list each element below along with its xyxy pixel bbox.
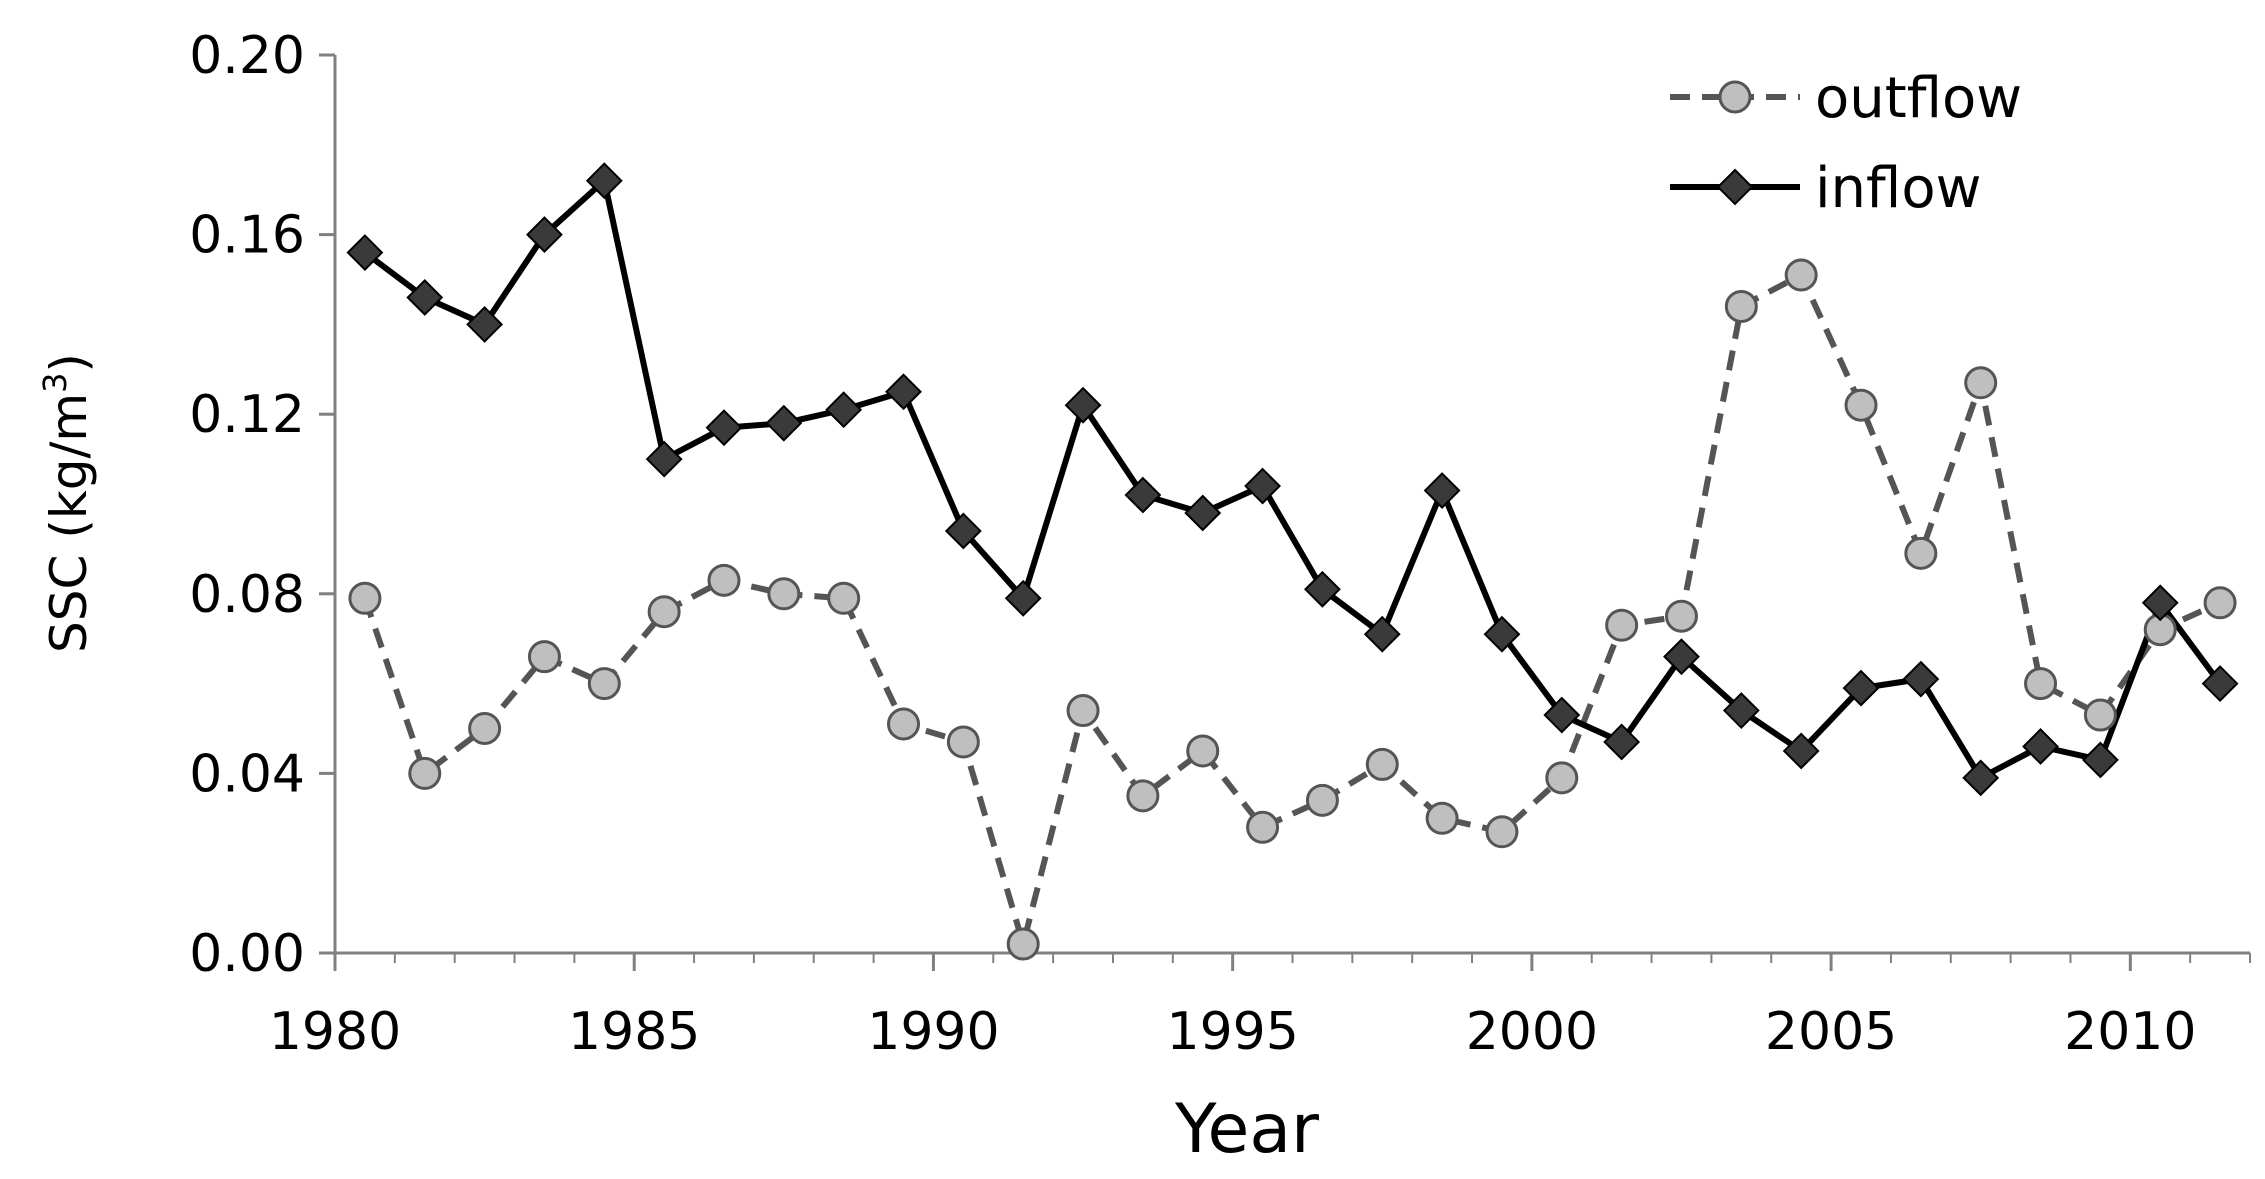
point-outflow	[707, 563, 741, 597]
x-tick-label: 2000	[1466, 1002, 1598, 1062]
point-inflow	[705, 409, 743, 447]
y-axis-title-superscript: 3	[36, 373, 74, 393]
point-inflow	[466, 305, 504, 343]
y-tick-label: 0.12	[189, 385, 305, 445]
point-inflow	[526, 216, 563, 254]
series-lines	[362, 177, 2223, 947]
legend-inflow-label: inflow	[1815, 156, 1981, 221]
point-outflow	[1664, 599, 1698, 633]
point-outflow	[587, 667, 621, 701]
point-outflow	[647, 595, 681, 629]
y-axis-title-close: )	[40, 353, 98, 373]
y-tick-label: 0.20	[189, 26, 305, 86]
point-inflow	[1663, 638, 1700, 676]
point-inflow	[2022, 728, 2059, 765]
legend-outflow-label: outflow	[1815, 66, 2022, 131]
point-outflow	[1006, 927, 1040, 961]
point-outflow	[527, 640, 561, 674]
legend-inflow-marker	[1716, 168, 1754, 206]
point-inflow	[1722, 692, 1760, 729]
point-inflow	[765, 404, 803, 442]
point-inflow	[1483, 615, 1521, 653]
point-inflow	[1363, 615, 1401, 653]
point-inflow	[885, 373, 922, 411]
point-inflow	[1543, 696, 1581, 734]
point-outflow	[2083, 698, 2117, 732]
point-outflow	[1126, 779, 1160, 813]
x-ticks: 1980 1985 1990 1995 2000 2005 2010	[269, 953, 2251, 1062]
point-outflow	[1904, 536, 1938, 570]
point-inflow	[346, 234, 384, 271]
point-outflow	[1485, 815, 1519, 849]
point-inflow	[944, 512, 982, 550]
point-outflow	[1724, 289, 1758, 323]
point-inflow	[2141, 584, 2179, 622]
point-inflow	[406, 279, 444, 316]
point-outflow	[887, 707, 921, 741]
point-inflow	[1184, 494, 1222, 532]
x-tick-label: 1980	[269, 1002, 401, 1062]
point-outflow	[1605, 608, 1639, 642]
point-outflow	[827, 581, 861, 615]
point-inflow	[1304, 570, 1341, 608]
point-outflow	[1186, 734, 1220, 768]
point-inflow	[645, 440, 683, 478]
point-inflow	[1244, 467, 1281, 505]
point-outflow	[1844, 388, 1878, 422]
point-inflow	[1842, 669, 1880, 707]
point-outflow	[1066, 694, 1100, 728]
legend-item-inflow: inflow	[1670, 156, 1981, 221]
point-outflow	[1784, 258, 1818, 292]
point-inflow	[1004, 579, 1042, 617]
series-line-inflow	[363, 177, 2223, 781]
x-tick-label: 1990	[867, 1002, 999, 1062]
y-axis-title: SSC (kg/m3)	[36, 353, 98, 653]
point-inflow	[1423, 472, 1461, 509]
y-axis-title-main: SSC (kg/m	[40, 393, 98, 653]
legend: outflow inflow	[1670, 66, 2022, 221]
point-inflow	[585, 162, 623, 200]
y-ticks: 0.00 0.04 0.08 0.12 0.16 0.20	[189, 26, 335, 984]
point-inflow	[1902, 660, 1940, 698]
point-outflow	[946, 725, 980, 759]
x-tick-label: 2010	[2064, 1002, 2196, 1062]
y-tick-label: 0.08	[189, 565, 305, 625]
point-outflow	[1545, 761, 1579, 795]
point-outflow	[408, 756, 442, 790]
point-outflow	[1246, 810, 1280, 844]
y-tick-label: 0.04	[189, 744, 305, 804]
x-tick-label: 2005	[1765, 1002, 1897, 1062]
x-tick-label: 1995	[1166, 1002, 1298, 1062]
y-tick-label: 0.16	[189, 206, 305, 266]
legend-outflow-marker	[1718, 80, 1752, 114]
point-outflow	[2203, 586, 2237, 620]
point-inflow	[2201, 665, 2239, 703]
point-outflow	[468, 712, 502, 745]
legend-item-outflow: outflow	[1670, 66, 2022, 131]
point-inflow	[1782, 732, 1820, 770]
point-inflow	[825, 391, 863, 429]
x-tick-label: 1985	[568, 1002, 700, 1062]
point-inflow	[2081, 741, 2119, 779]
point-inflow	[1064, 386, 1102, 424]
point-outflow	[1425, 801, 1459, 835]
y-tick-label: 0.00	[189, 924, 305, 984]
x-axis-title: Year	[1174, 1090, 1319, 1169]
point-inflow	[1603, 723, 1641, 761]
point-outflow	[767, 577, 801, 611]
point-outflow	[348, 581, 382, 615]
point-inflow	[1962, 759, 2000, 797]
point-inflow	[1124, 476, 1162, 514]
point-outflow	[1365, 747, 1399, 781]
series-markers	[346, 162, 2239, 961]
point-outflow	[2024, 667, 2058, 701]
point-outflow	[1964, 366, 1998, 400]
point-outflow	[1305, 783, 1339, 817]
